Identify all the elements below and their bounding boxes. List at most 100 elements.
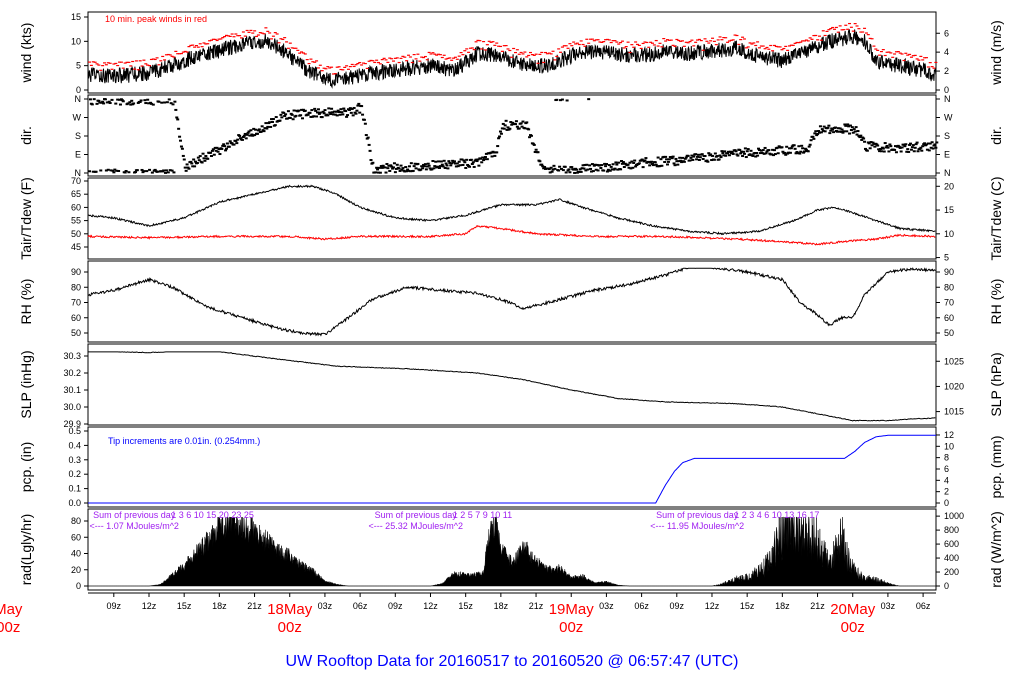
direction-point bbox=[904, 143, 908, 146]
slp-ylabel-right: SLP (hPa) bbox=[988, 352, 1004, 416]
direction-point bbox=[169, 102, 173, 105]
rh-ylabel-right: RH (%) bbox=[988, 279, 1004, 325]
direction-point bbox=[626, 163, 630, 166]
direction-point bbox=[608, 169, 612, 172]
direction-point bbox=[672, 162, 676, 165]
direction-point bbox=[633, 159, 637, 162]
direction-point bbox=[426, 162, 430, 165]
direction-point bbox=[696, 153, 700, 156]
direction-point bbox=[484, 152, 488, 155]
wind-line bbox=[87, 29, 937, 89]
direction-point bbox=[648, 164, 652, 167]
rh-ytick-label: 60 bbox=[71, 313, 81, 323]
direction-point bbox=[386, 167, 390, 170]
direction-point bbox=[613, 167, 617, 170]
direction-point bbox=[863, 140, 867, 143]
direction-point bbox=[784, 153, 788, 156]
direction-point bbox=[807, 145, 811, 148]
direction-point bbox=[180, 147, 184, 150]
direction-point bbox=[446, 167, 450, 170]
direction-point bbox=[850, 126, 854, 129]
direction-point bbox=[94, 170, 98, 173]
rad-ytick-right-label: 600 bbox=[944, 539, 959, 549]
daily-sum-value: <--- 11.95 MJoules/m^2 bbox=[650, 521, 744, 531]
direction-point bbox=[606, 168, 610, 171]
direction-point bbox=[720, 150, 724, 153]
temp-ytick-label: 70 bbox=[71, 176, 81, 186]
direction-point bbox=[920, 149, 924, 152]
direction-point bbox=[663, 161, 667, 164]
pcp-ytick-right-label: 4 bbox=[944, 475, 949, 485]
direction-point bbox=[771, 148, 775, 151]
direction-point bbox=[240, 138, 244, 141]
direction-point bbox=[400, 168, 404, 171]
direction-point bbox=[150, 171, 154, 174]
direction-point bbox=[405, 170, 409, 173]
direction-point bbox=[705, 159, 709, 162]
direction-point bbox=[398, 169, 402, 172]
day-hour-label: 00z bbox=[841, 619, 865, 636]
direction-point bbox=[485, 158, 489, 161]
direction-point bbox=[905, 150, 909, 153]
direction-point bbox=[893, 148, 897, 151]
direction-point bbox=[838, 127, 842, 130]
direction-point bbox=[218, 153, 222, 156]
dir-ylabel: dir. bbox=[18, 126, 34, 145]
direction-point bbox=[844, 124, 848, 127]
direction-point bbox=[848, 132, 852, 135]
direction-point bbox=[278, 119, 282, 122]
direction-point bbox=[193, 165, 197, 168]
direction-point bbox=[746, 148, 750, 151]
direction-point bbox=[464, 166, 468, 169]
direction-point bbox=[291, 118, 295, 121]
SLP-line bbox=[88, 351, 936, 422]
direction-point bbox=[420, 165, 424, 168]
direction-point bbox=[650, 162, 654, 165]
direction-point bbox=[227, 145, 231, 148]
direction-point bbox=[127, 171, 131, 174]
x-tick-label: 18z bbox=[212, 601, 227, 611]
direction-point bbox=[728, 150, 732, 153]
direction-point bbox=[489, 151, 493, 154]
direction-point bbox=[872, 142, 876, 145]
direction-point bbox=[935, 141, 939, 144]
direction-point bbox=[505, 128, 509, 131]
direction-point bbox=[798, 152, 802, 155]
direction-point bbox=[238, 134, 242, 137]
direction-point bbox=[384, 171, 388, 174]
direction-point bbox=[377, 171, 381, 174]
direction-point bbox=[796, 152, 800, 155]
direction-point bbox=[742, 150, 746, 153]
direction-point bbox=[465, 158, 469, 161]
direction-point bbox=[534, 148, 538, 151]
pcp-ylabel-right: pcp. (mm) bbox=[988, 436, 1004, 499]
direction-point bbox=[594, 168, 598, 171]
direction-point bbox=[909, 148, 913, 151]
direction-point bbox=[709, 153, 713, 156]
direction-point bbox=[906, 148, 910, 151]
direction-point bbox=[745, 150, 749, 153]
direction-point bbox=[211, 148, 215, 151]
direction-point bbox=[888, 143, 892, 146]
direction-point bbox=[260, 125, 264, 128]
direction-point bbox=[390, 165, 394, 168]
direction-point bbox=[149, 102, 153, 105]
direction-point bbox=[828, 132, 832, 135]
direction-point bbox=[331, 111, 335, 114]
direction-point bbox=[513, 123, 517, 126]
direction-point bbox=[228, 140, 232, 143]
direction-point bbox=[590, 163, 594, 166]
direction-point bbox=[476, 158, 480, 161]
pcp-ytick-label: 0.3 bbox=[68, 455, 81, 465]
direction-point bbox=[877, 148, 881, 151]
direction-point bbox=[605, 170, 609, 173]
direction-point bbox=[408, 170, 412, 173]
direction-point bbox=[185, 163, 189, 166]
direction-point bbox=[757, 147, 761, 150]
direction-point bbox=[118, 103, 122, 106]
direction-point bbox=[640, 158, 644, 161]
direction-point bbox=[517, 127, 521, 130]
direction-point bbox=[587, 98, 591, 101]
direction-point bbox=[419, 168, 423, 171]
direction-point bbox=[392, 162, 396, 165]
